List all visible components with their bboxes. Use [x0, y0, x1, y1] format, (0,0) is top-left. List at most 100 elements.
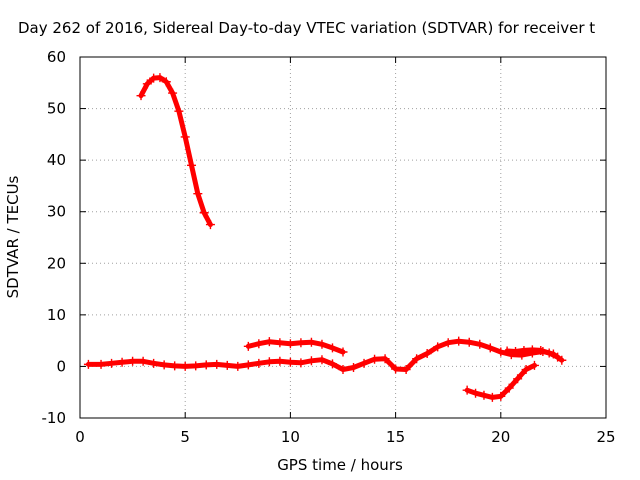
data-point [136, 91, 146, 101]
data-point [142, 79, 152, 89]
data-point [222, 360, 232, 370]
x-axis-title: GPS time / hours [277, 456, 403, 474]
data-point [138, 356, 148, 366]
data-point [412, 354, 422, 364]
x-tick-label: 10 [281, 428, 300, 446]
data-point [349, 362, 359, 372]
data-point [359, 358, 369, 368]
data-point [511, 346, 521, 356]
data-point [128, 356, 138, 366]
data-point [117, 357, 127, 367]
data-point [193, 189, 203, 199]
data-point [254, 358, 264, 368]
y-tick-label: 30 [47, 203, 66, 221]
series-group [462, 360, 539, 402]
x-tick-label: 5 [180, 428, 190, 446]
data-point [254, 339, 264, 349]
data-point [243, 341, 253, 351]
data-point [479, 390, 489, 400]
data-point [285, 339, 295, 349]
data-point [327, 343, 337, 353]
data-point [317, 355, 327, 365]
x-tick-label: 20 [491, 428, 510, 446]
data-point [433, 342, 443, 352]
data-point [264, 337, 274, 347]
y-axis-title: SDTVAR / TECUs [4, 175, 22, 298]
series-group [83, 336, 567, 375]
y-tick-label: 60 [47, 48, 66, 66]
series-line [85, 338, 565, 372]
data-point [168, 88, 178, 98]
data-point [285, 357, 295, 367]
data-point [496, 391, 506, 401]
data-point [233, 361, 243, 371]
data-point [485, 343, 495, 353]
y-tick-label: 0 [56, 357, 66, 375]
data-point [391, 364, 401, 374]
series-line [245, 339, 346, 355]
series-group [136, 73, 215, 230]
data-point [521, 365, 531, 375]
data-point [83, 359, 93, 369]
data-point [317, 339, 327, 349]
data-point [161, 77, 171, 87]
data-point [159, 360, 169, 370]
data-point [536, 345, 546, 355]
data-point [527, 345, 537, 355]
data-point [464, 337, 474, 347]
tick-layer: 0 5 10 15 20 25 -10 0 10 20 30 40 50 60 [42, 48, 616, 446]
data-point [296, 358, 306, 368]
data-point [174, 106, 184, 116]
data-point [471, 388, 481, 398]
data-point [504, 383, 514, 393]
data-point [513, 374, 523, 384]
data-point [306, 337, 316, 347]
data-point [519, 345, 529, 355]
data-point [553, 352, 563, 362]
data-point [243, 360, 253, 370]
data-point [264, 357, 274, 367]
x-tick-label: 25 [596, 428, 615, 446]
data-point [327, 359, 337, 369]
data-point [422, 349, 432, 359]
data-point [212, 359, 222, 369]
chart-title: Day 262 of 2016, Sidereal Day-to-day VTE… [18, 19, 595, 37]
x-tick-label: 0 [75, 428, 85, 446]
data-point [496, 347, 506, 357]
data-point [205, 220, 215, 230]
y-tick-label: 50 [47, 100, 66, 118]
data-point [462, 385, 472, 395]
y-tick-label: 20 [47, 254, 66, 272]
series-group [243, 337, 348, 357]
x-tick-label: 15 [386, 428, 405, 446]
data-point [487, 392, 497, 402]
data-point [544, 348, 554, 358]
data-point [187, 160, 197, 170]
data-point [180, 132, 190, 142]
data-point [338, 365, 348, 375]
data-point [96, 359, 106, 369]
data-point [443, 338, 453, 348]
data-point [201, 360, 211, 370]
data-point [529, 360, 539, 370]
data-point [296, 338, 306, 348]
y-tick-label: -10 [42, 409, 67, 427]
data-point [338, 347, 348, 357]
data-point [155, 73, 165, 83]
data-point [401, 365, 411, 375]
data-point [380, 354, 390, 364]
data-point [180, 361, 190, 371]
data-point [191, 361, 201, 371]
data-point [107, 358, 117, 368]
y-tick-label: 40 [47, 151, 66, 169]
data-point [502, 346, 512, 356]
series-line [138, 75, 213, 228]
data-point [275, 338, 285, 348]
series-group [502, 345, 563, 362]
data-point [306, 356, 316, 366]
data-point [454, 336, 464, 346]
data-point [275, 356, 285, 366]
data-point [370, 354, 380, 364]
data-point [149, 358, 159, 368]
